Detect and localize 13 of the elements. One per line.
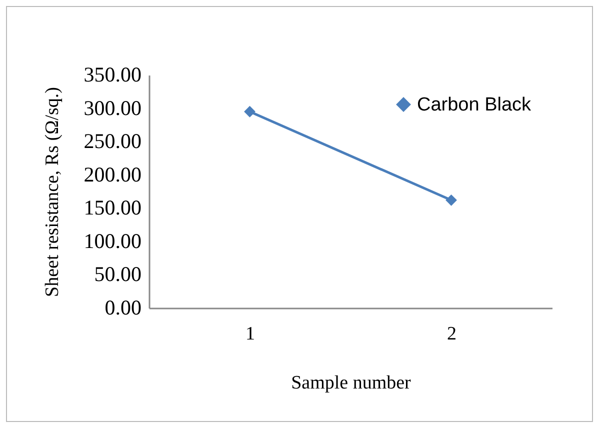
- y-tick-label: 300.00: [84, 96, 142, 120]
- y-tick-label: 0.00: [104, 296, 142, 320]
- y-axis-title: Sheet resistance, Rs (Ω/sq.): [42, 87, 63, 297]
- y-tick-label: 100.00: [84, 228, 142, 253]
- x-tick-label: 1: [246, 324, 255, 344]
- y-tick-label: 50.00: [94, 262, 142, 286]
- y-tick-label: 250.00: [84, 129, 142, 154]
- legend-label: Carbon Black: [417, 94, 532, 116]
- y-tick-label: 350.00: [84, 62, 142, 86]
- y-tick-label: 200.00: [84, 162, 142, 186]
- x-axis-title: Sample number: [291, 372, 412, 394]
- x-tick-label: 2: [447, 324, 456, 344]
- y-tick-label: 150.00: [84, 196, 142, 220]
